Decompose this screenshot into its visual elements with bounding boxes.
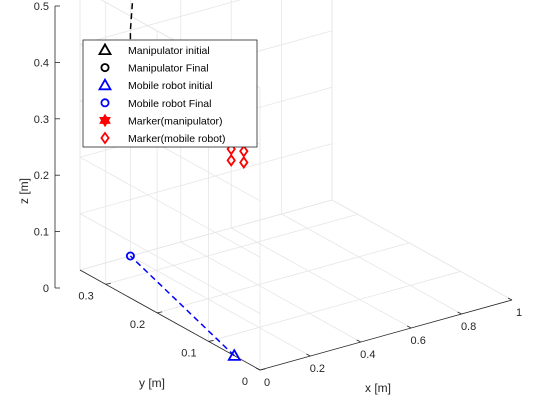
z-tick-label: 0.5 — [34, 1, 49, 13]
z-tick-label: 0.1 — [34, 227, 49, 239]
x-tick-mark — [356, 339, 361, 343]
z-tick-label: 0.3 — [34, 114, 49, 126]
grid-line — [180, 241, 361, 343]
y-tick-label: 0 — [242, 376, 248, 388]
legend-label: Manipulator initial — [128, 45, 210, 57]
y-axis-line — [79, 269, 261, 371]
grid-line — [79, 199, 333, 271]
grid-line — [130, 255, 311, 357]
data-point — [226, 153, 236, 167]
y-tick-mark — [259, 368, 266, 371]
y-tick-label: 0.1 — [181, 347, 196, 359]
data-point — [239, 155, 249, 170]
data-point — [125, 251, 135, 261]
x-tick-mark — [407, 325, 412, 329]
y-tick-mark — [105, 282, 111, 285]
legend-label: Marker(mobile robot) — [128, 133, 225, 145]
y-tick-mark — [208, 340, 214, 342]
grid-line — [79, 143, 333, 214]
legend-marker — [100, 131, 110, 145]
legend-label: Marker(manipulator) — [128, 115, 223, 127]
legend-marker — [99, 113, 111, 128]
z-tick-label: 0.2 — [34, 170, 49, 182]
grid-line — [79, 213, 261, 314]
tick-labels: 0 0.2 0.4 0.6 0.8 1 0 0.1 0.2 0.3 0 0.1 0.2 0.3 0.4 0.5 — [34, 1, 522, 389]
x-tick-mark — [255, 367, 261, 371]
z-axis-label: z [m] — [17, 178, 31, 204]
legend-marker — [97, 42, 113, 56]
grid-line — [79, 156, 261, 258]
x-tick-label: 0 — [264, 377, 270, 389]
z-tick-label: 0.4 — [34, 57, 49, 69]
y-tick-label: 0.3 — [78, 290, 93, 302]
x-tick-label: 0.4 — [360, 349, 375, 361]
grid-line — [157, 242, 410, 314]
axes — [54, 5, 513, 371]
data-point — [227, 348, 242, 361]
grid-line — [331, 199, 513, 301]
legend-label: Mobile robot initial — [128, 80, 213, 92]
legend-label: Mobile robot Final — [128, 98, 211, 110]
x-tick-mark — [306, 353, 311, 357]
x-tick-label: 0.8 — [461, 321, 476, 333]
legend-marker — [97, 77, 113, 91]
grid-line — [231, 227, 412, 329]
grid-line — [281, 213, 462, 315]
x-tick-label: 0.2 — [310, 363, 325, 375]
legend-marker — [100, 98, 110, 108]
legend: Manipulator initial Manipulator Final Mobi… — [82, 39, 258, 148]
trajectory-line — [129, 255, 235, 357]
y-tick-mark — [157, 311, 163, 314]
z-tick-label: 0 — [43, 283, 49, 295]
y-tick-label: 0.2 — [130, 319, 145, 331]
x-tick-label: 0.6 — [411, 335, 426, 347]
legend-marker — [100, 63, 110, 73]
y-axis-label: y [m] — [139, 376, 165, 390]
legend-box — [82, 39, 258, 148]
legend-label: Manipulator Final — [128, 63, 209, 75]
grid-line — [208, 271, 461, 342]
x-axis-label: x [m] — [365, 381, 391, 395]
grid-line — [105, 213, 358, 285]
x-axis-line — [259, 299, 513, 371]
x-tick-mark — [507, 297, 513, 301]
x-tick-label: 1 — [516, 307, 522, 319]
grid-line — [79, 0, 242, 45]
x-tick-mark — [457, 311, 462, 315]
